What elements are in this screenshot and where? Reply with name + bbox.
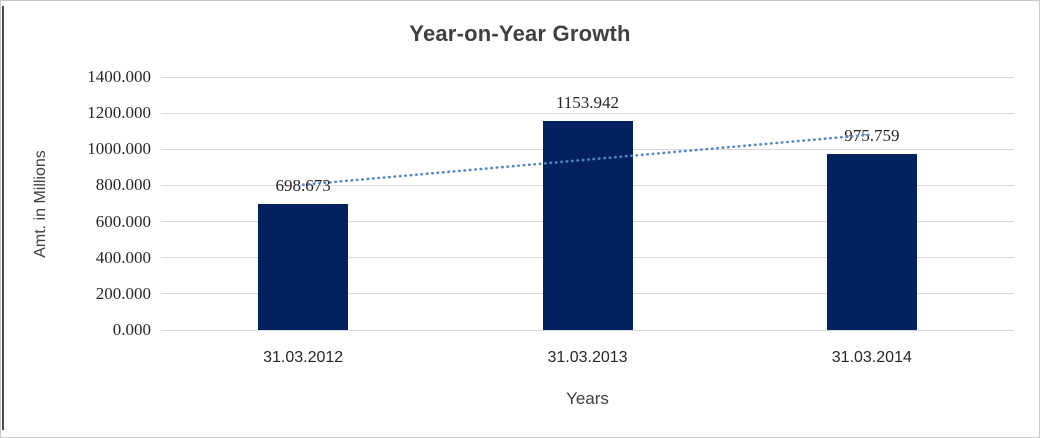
x-axis-ticks: 31.03.2012 31.03.2013 31.03.2014 (161, 349, 1014, 371)
chart-title: Year-on-Year Growth (409, 21, 631, 46)
x-tick-label: 31.03.2014 (831, 349, 912, 366)
bar-31.03.2014 (826, 153, 917, 330)
trendline-path (301, 133, 874, 186)
x-tick-label: 31.03.2013 (547, 349, 628, 366)
y-tick-label: 400.000 (95, 247, 151, 267)
y-tick-label: 200.000 (95, 283, 151, 303)
frame-left-border (2, 6, 4, 430)
y-tick-label: 1000.000 (87, 139, 151, 159)
trendline (301, 133, 874, 186)
gridline (161, 329, 1014, 331)
y-tick-label: 600.000 (95, 211, 151, 231)
y-tick-label: 0.000 (112, 320, 151, 339)
x-axis-title: Years (566, 389, 609, 408)
plot-area: 698.673 1153.942 975.759 (161, 76, 1014, 331)
data-label: 1153.942 (555, 93, 620, 113)
gridline (161, 76, 1014, 78)
data-label: 975.759 (844, 125, 900, 145)
y-axis-ticks: 0.000 200.000 400.000 600.000 800.000 1000.00… (1, 67, 151, 339)
bar-31.03.2013 (542, 121, 633, 330)
y-tick-label: 1400.000 (87, 67, 151, 86)
gridline (161, 112, 1014, 114)
bar-31.03.2012 (258, 203, 349, 330)
y-tick-label: 800.000 (95, 175, 151, 195)
x-tick-label: 31.03.2012 (263, 349, 344, 366)
y-tick-label: 1200.000 (87, 103, 151, 123)
